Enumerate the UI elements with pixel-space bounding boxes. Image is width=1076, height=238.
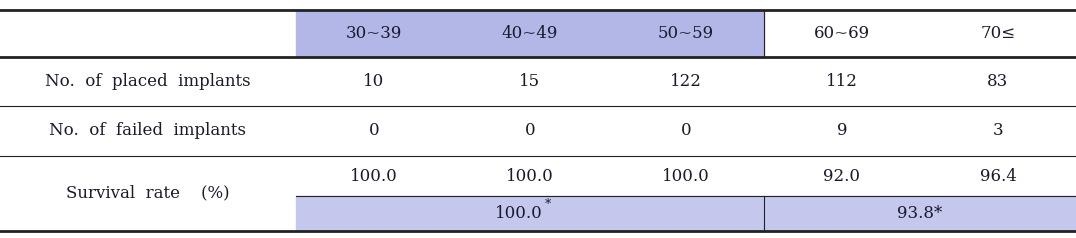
Text: No.  of  failed  implants: No. of failed implants bbox=[49, 122, 246, 139]
Text: 50~59: 50~59 bbox=[657, 25, 714, 42]
Bar bbox=[296, 196, 764, 231]
Text: 100.0: 100.0 bbox=[495, 205, 543, 222]
Bar bbox=[764, 196, 1076, 231]
Bar bbox=[296, 10, 764, 57]
Text: 30~39: 30~39 bbox=[345, 25, 402, 42]
Text: 112: 112 bbox=[826, 73, 858, 90]
Text: 96.4: 96.4 bbox=[979, 168, 1017, 185]
Text: 92.0: 92.0 bbox=[823, 168, 861, 185]
Text: 0: 0 bbox=[525, 122, 535, 139]
Text: No.  of  placed  implants: No. of placed implants bbox=[45, 73, 251, 90]
Text: 83: 83 bbox=[988, 73, 1008, 90]
Text: 10: 10 bbox=[364, 73, 384, 90]
Text: *: * bbox=[546, 198, 551, 211]
Text: 100.0: 100.0 bbox=[662, 168, 710, 185]
Text: 122: 122 bbox=[670, 73, 702, 90]
Text: 100.0: 100.0 bbox=[350, 168, 398, 185]
Text: 0: 0 bbox=[681, 122, 691, 139]
Text: 100.0: 100.0 bbox=[506, 168, 554, 185]
Text: 15: 15 bbox=[520, 73, 540, 90]
Text: 40~49: 40~49 bbox=[501, 25, 558, 42]
Text: 0: 0 bbox=[369, 122, 379, 139]
Text: 3: 3 bbox=[993, 122, 1003, 139]
Text: 60~69: 60~69 bbox=[813, 25, 870, 42]
Text: Survival  rate    (%): Survival rate (%) bbox=[66, 185, 230, 202]
Text: 70≤: 70≤ bbox=[980, 25, 1016, 42]
Text: 93.8*: 93.8* bbox=[897, 205, 943, 222]
Text: 9: 9 bbox=[837, 122, 847, 139]
